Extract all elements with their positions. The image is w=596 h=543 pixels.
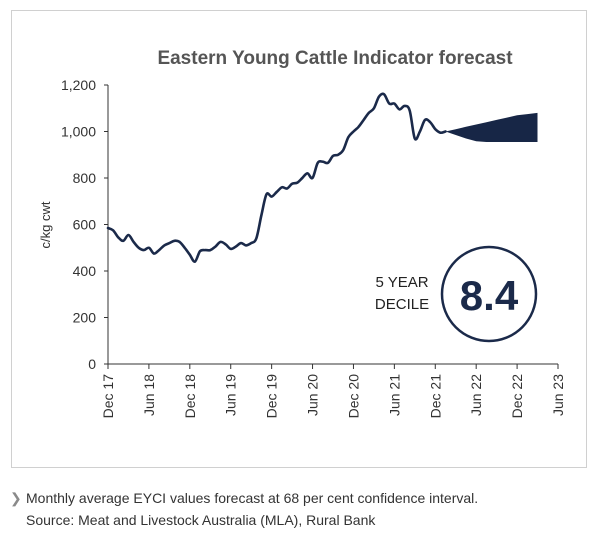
eyci-series-line [106,92,447,264]
x-tick-labels: Dec 17 Jun 18 Dec 18 Jun 19 Dec 19 Jun 20 Dec … [100,374,566,419]
y-tick-labels: 0 200 400 600 800 1,000 1,200 [61,77,96,372]
x-tick-label: Dec 19 [264,374,280,419]
y-tick-label: 600 [73,217,97,233]
x-tick-label: Jun 23 [550,374,566,416]
decile-circle [440,245,538,343]
y-tick-label: 800 [73,170,97,186]
caption-line-1: ❯ Monthly average EYCI values forecast a… [10,487,590,509]
caption-line-2: Source: Meat and Livestock Australia (ML… [10,509,590,531]
y-axis-label: c/kg cwt [38,201,53,248]
x-tick-label: Dec 22 [509,374,525,419]
axes [104,84,559,369]
caption-text-2: Source: Meat and Livestock Australia (ML… [26,512,376,528]
x-tick-label: Jun 21 [386,374,402,416]
x-tick-label: Jun 20 [305,374,321,416]
x-tick-label: Jun 18 [141,374,157,416]
forecast-band [445,112,538,142]
x-tick-label: Dec 21 [427,374,443,419]
caption-text-1: Monthly average EYCI values forecast at … [26,490,479,506]
decile-badge: 5 YEAR DECILE 8.4 [375,245,538,343]
y-tick-label: 0 [88,356,96,372]
x-tick-label: Dec 18 [182,374,198,419]
caption: ❯ Monthly average EYCI values forecast a… [10,487,590,531]
data-marks [106,92,538,264]
y-tick-label: 400 [73,263,97,279]
chart-frame [11,10,587,468]
decile-label-line2: DECILE [375,296,429,313]
y-tick-label: 1,200 [61,77,96,93]
x-tick-label: Dec 20 [345,374,361,419]
decile-value: 8.4 [460,272,519,319]
y-tick-label: 1,000 [61,124,96,140]
decile-label-line1: 5 YEAR [375,274,428,291]
chart-title: Eastern Young Cattle Indicator forecast [157,48,513,69]
eyci-chart: Eastern Young Cattle Indicator forecast … [38,48,566,419]
y-tick-label: 200 [73,310,97,326]
x-tick-label: Jun 22 [468,374,484,416]
x-tick-label: Jun 19 [223,374,239,416]
x-tick-label: Dec 17 [100,374,116,419]
chevron-right-icon: ❯ [10,490,22,506]
